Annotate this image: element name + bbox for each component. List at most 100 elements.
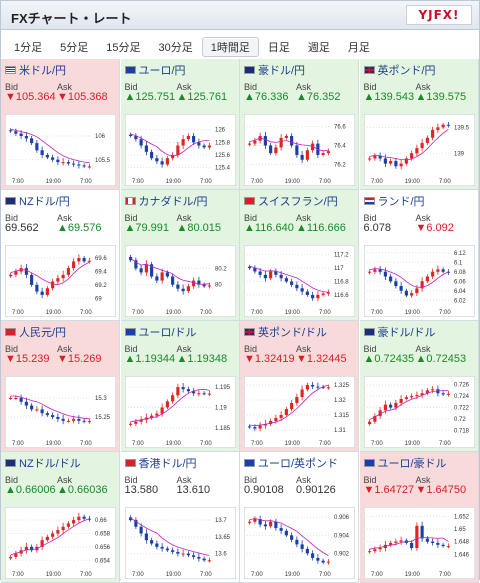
candle-body — [441, 124, 445, 128]
candle-body — [367, 271, 371, 273]
pair-name-link[interactable]: カナダドル/円 — [124, 194, 208, 208]
candle-body — [175, 551, 179, 554]
moving-average-line — [129, 517, 209, 556]
pair-name-link[interactable]: 英ポンド/円 — [363, 63, 436, 77]
candle-body — [430, 129, 434, 138]
tab-timeframe[interactable]: 週足 — [307, 42, 330, 54]
candle-body — [378, 410, 382, 417]
candle-body — [207, 285, 211, 287]
chart-svg: 15.3 15.25 7:00 19:00 7:00 — [5, 376, 116, 448]
candle-body — [420, 281, 424, 289]
pair-name-link[interactable]: ランド/円 — [363, 194, 425, 208]
mini-candlestick-chart[interactable]: 80.2 80 7:00 19:00 7:00 — [124, 245, 236, 317]
tab-timeframe[interactable]: 1分足 — [14, 42, 43, 54]
y-tick-label: 1.652 — [454, 514, 470, 520]
candle-body — [196, 393, 200, 395]
pair-name-link[interactable]: ユーロ/ドル — [124, 325, 197, 339]
mini-candlestick-chart[interactable]: 13.7 13.65 13.6 7:00 19:00 7:00 — [124, 507, 236, 579]
mini-candlestick-chart[interactable]: 117.2 117 116.8 116.6 7:00 19:00 7:00 — [244, 245, 355, 317]
pair-name-link[interactable]: ユーロ/豪ドル — [363, 456, 447, 470]
y-tick-label: 6.02 — [454, 298, 466, 304]
chart-svg: 13.7 13.65 13.6 7:00 19:00 7:00 — [124, 507, 236, 579]
pair-name-link[interactable]: NZドル/円 — [5, 194, 70, 208]
y-tick-label: 76.4 — [334, 144, 346, 150]
moving-average-line — [249, 384, 329, 427]
tab-timeframe[interactable]: 日足 — [267, 42, 290, 54]
candle-body — [56, 417, 60, 419]
candle-body — [35, 409, 39, 411]
candle-body — [30, 138, 34, 144]
mini-candlestick-chart[interactable]: 69.6 69.4 69.2 69 7:00 19:00 7:00 — [5, 245, 116, 317]
mini-candlestick-chart[interactable]: 0.906 0.904 0.902 7:00 19:00 7:00 — [244, 507, 355, 579]
mini-candlestick-chart[interactable]: 106 105.5 7:00 19:00 7:00 — [5, 114, 116, 186]
pair-name-link[interactable]: 豪ドル/ドル — [363, 325, 436, 339]
currency-pair-card: ユーロ/円 Bid Ask ▲125.751 ▲125.761 126 125.8 125.6… — [120, 59, 240, 190]
yjfx-logo[interactable]: YJFX! — [406, 5, 472, 25]
ask-price: ▲0.72453 — [415, 353, 467, 365]
candle-body — [420, 142, 424, 149]
x-tick-label: 7:00 — [132, 179, 144, 185]
candle-body — [372, 549, 376, 552]
x-tick-label: 7:00 — [439, 572, 451, 578]
ask-price: ▲76.352 — [296, 91, 341, 103]
bid-price: ▼15.239 — [5, 353, 50, 365]
mini-candlestick-chart[interactable]: 0.66 0.658 0.656 0.654 7:00 19:00 7:00 — [5, 507, 116, 579]
tab-timeframe[interactable]: 5分足 — [60, 42, 89, 54]
eu-flag-icon — [363, 459, 375, 467]
pair-name-link[interactable]: 人民元/円 — [5, 325, 66, 339]
y-tick-label: 15.3 — [95, 396, 107, 402]
candle-body — [269, 145, 273, 154]
candle-body — [258, 271, 262, 275]
pair-name-link[interactable]: 英ポンド/ドル — [244, 325, 327, 339]
chart-background — [244, 376, 355, 448]
tab-timeframe[interactable]: 30分足 — [158, 42, 193, 54]
mini-candlestick-chart[interactable]: 1.652 1.65 1.648 1.646 7:00 19:00 7:00 — [363, 507, 475, 579]
ask-label: Ask — [176, 475, 192, 485]
mini-candlestick-chart[interactable]: 0.726 0.724 0.722 0.72 0.718 7:00 19:00 7:00 — [363, 376, 475, 448]
pair-name: 人民元/円 — [19, 327, 67, 339]
ask-price: ▲116.666 — [296, 222, 346, 234]
y-tick-label: 105.5 — [95, 158, 111, 164]
mini-candlestick-chart[interactable]: 139.5 139 7:00 19:00 7:00 — [363, 114, 475, 186]
tab-timeframe[interactable]: 15分足 — [106, 42, 141, 54]
mini-candlestick-chart[interactable]: 6.12 6.1 6.08 6.06 6.04 6.02 7:00 19:00 7:00 — [363, 245, 475, 317]
mini-candlestick-chart[interactable]: 1.195 1.19 1.185 7:00 19:00 7:00 — [124, 376, 236, 448]
candle-body — [367, 421, 371, 425]
hk-flag-icon — [124, 459, 136, 467]
ask-label: Ask — [296, 213, 312, 223]
mini-candlestick-chart[interactable]: 76.6 76.4 76.2 7:00 19:00 7:00 — [244, 114, 355, 186]
pair-name-link[interactable]: ユーロ/円 — [124, 63, 186, 77]
ask-price: ▼1.64750 — [415, 484, 467, 496]
pair-name-link[interactable]: NZドル/ドル — [5, 456, 81, 470]
candle-body — [305, 548, 309, 554]
bid-price: ▲79.991 — [124, 222, 170, 234]
candle-body — [269, 421, 273, 424]
pair-name-link[interactable]: スイスフラン/円 — [244, 194, 338, 208]
chart-svg: 1.195 1.19 1.185 7:00 19:00 7:00 — [124, 376, 236, 448]
au-flag-icon — [363, 328, 375, 336]
candle-body — [321, 387, 325, 389]
candle-body — [154, 158, 158, 162]
candle-body — [269, 271, 273, 279]
tab-timeframe[interactable]: 1時間足 — [201, 37, 259, 57]
candle-body — [378, 155, 382, 159]
ask-price: ▲125.761 — [176, 91, 228, 103]
pair-name: ユーロ/円 — [138, 65, 186, 77]
moving-average-line — [10, 518, 90, 556]
x-tick-label: 19:00 — [46, 441, 62, 447]
candle-body — [35, 284, 39, 292]
ask-label: Ask — [176, 213, 192, 223]
candle-body — [399, 163, 403, 167]
mini-candlestick-chart[interactable]: 1.325 1.32 1.315 1.31 7:00 19:00 7:00 — [244, 376, 355, 448]
pair-name-link[interactable]: ユーロ/英ポンド — [244, 456, 338, 470]
moving-average-line — [130, 388, 209, 423]
pair-name-link[interactable]: 豪ドル/円 — [244, 63, 305, 77]
pair-name-link[interactable]: 香港ドル/円 — [124, 456, 197, 470]
tab-timeframe[interactable]: 月足 — [347, 42, 370, 54]
us-flag-icon — [5, 66, 16, 74]
pair-name-link[interactable]: 米ドル/円 — [5, 63, 66, 77]
mini-candlestick-chart[interactable]: 126 125.8 125.6 125.4 7:00 19:00 7:00 — [124, 114, 236, 186]
mini-candlestick-chart[interactable]: 15.3 15.25 7:00 19:00 7:00 — [5, 376, 116, 448]
candle-body — [316, 557, 320, 561]
candle-body — [154, 413, 158, 416]
